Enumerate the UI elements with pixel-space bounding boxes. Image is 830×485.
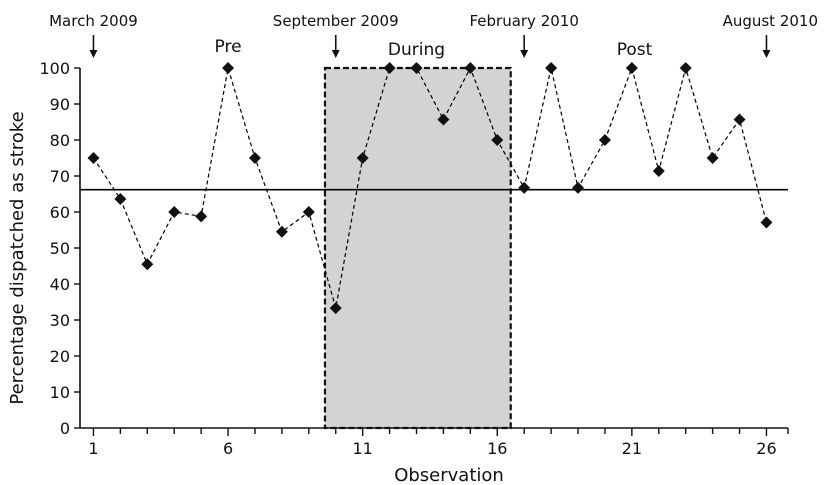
y-tick-label-40: 40	[50, 275, 70, 294]
phase-label-post: Post	[617, 40, 653, 60]
date-arrow-head-2	[520, 50, 529, 58]
data-point-26	[760, 216, 773, 229]
data-point-9	[302, 206, 315, 218]
y-tick-label-30: 30	[50, 311, 70, 330]
x-tick-label-11: 11	[352, 439, 372, 458]
y-tick-label-100: 100	[39, 59, 70, 78]
data-point-22	[652, 164, 665, 177]
y-tick-label-20: 20	[50, 347, 70, 366]
data-point-21	[625, 62, 638, 74]
data-point-20	[598, 134, 611, 146]
y-tick-label-80: 80	[50, 131, 70, 150]
data-point-12	[383, 62, 396, 74]
date-arrow-head-0	[89, 50, 98, 58]
date-arrow-head-3	[762, 50, 771, 58]
x-tick-label-21: 21	[622, 439, 642, 458]
data-point-19	[572, 181, 585, 194]
date-annotation-1: September 2009	[273, 12, 399, 30]
data-point-16	[491, 134, 504, 146]
x-tick-label-6: 6	[223, 439, 233, 458]
date-annotation-2: February 2010	[469, 12, 578, 30]
data-point-10	[329, 302, 342, 315]
data-point-2	[114, 193, 127, 206]
data-point-18	[545, 62, 558, 74]
x-tick-label-1: 1	[88, 439, 98, 458]
y-tick-label-60: 60	[50, 203, 70, 222]
y-tick-label-70: 70	[50, 167, 70, 186]
x-tick-label-26: 26	[756, 439, 776, 458]
y-tick-label-50: 50	[50, 239, 70, 258]
x-axis-title: Observation	[394, 465, 504, 485]
data-point-1	[87, 152, 100, 164]
x-tick-label-16: 16	[487, 439, 507, 458]
data-point-7	[248, 152, 261, 164]
data-point-17	[518, 181, 531, 194]
data-point-4	[168, 206, 181, 218]
y-axis-title: Percentage dispatched as stroke	[7, 111, 28, 404]
y-tick-label-0: 0	[60, 419, 70, 438]
data-point-15	[464, 62, 477, 74]
phase-label-during: During	[388, 40, 445, 60]
y-tick-label-10: 10	[50, 383, 70, 402]
date-annotation-3: August 2010	[723, 12, 818, 30]
data-point-5	[195, 210, 208, 223]
data-point-13	[410, 62, 423, 74]
data-point-24	[706, 152, 719, 164]
data-point-3	[141, 258, 154, 271]
data-point-11	[356, 152, 369, 164]
y-tick-label-90: 90	[50, 95, 70, 114]
phase-label-pre: Pre	[215, 37, 242, 57]
date-arrow-head-1	[331, 50, 340, 58]
data-point-6	[222, 62, 235, 74]
data-point-8	[275, 225, 288, 238]
data-point-23	[679, 62, 692, 74]
date-annotation-0: March 2009	[49, 12, 138, 30]
intervention-shaded-region	[323, 66, 512, 430]
data-point-25	[733, 113, 746, 126]
data-point-14	[437, 113, 450, 126]
